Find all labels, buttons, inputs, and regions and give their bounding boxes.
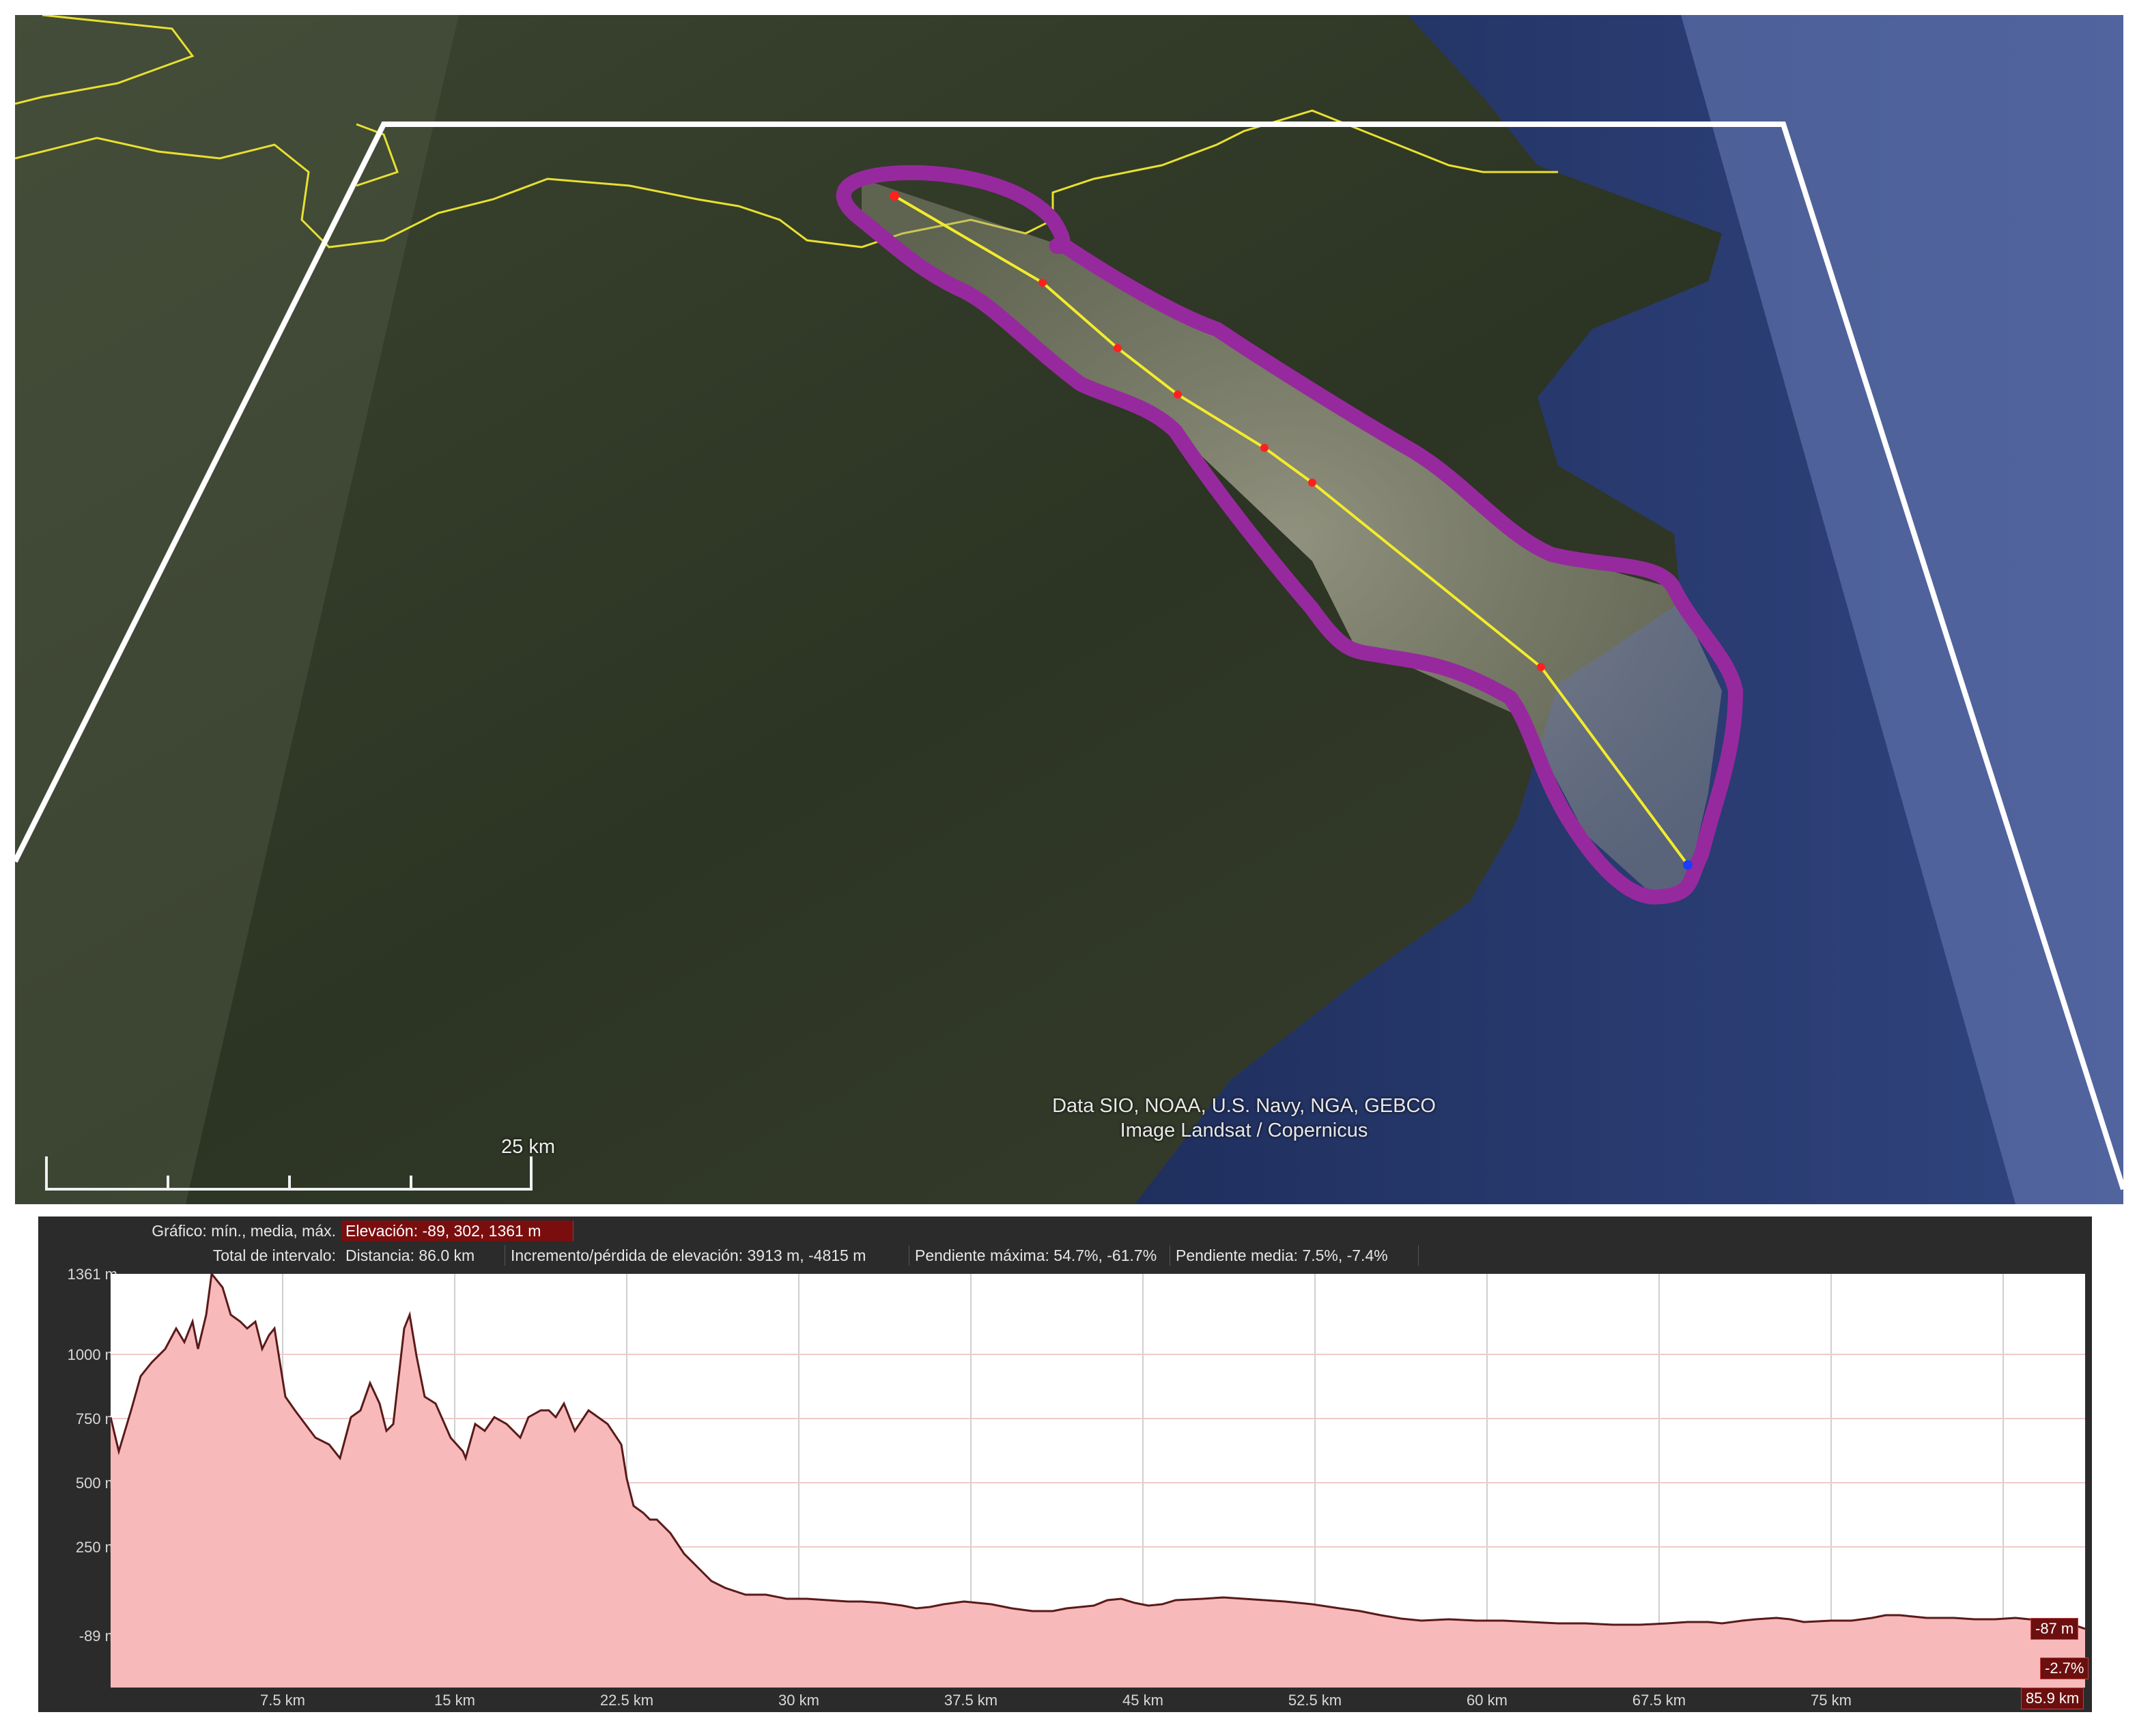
map-attribution: Data SIO, NOAA, U.S. Navy, NGA, GEBCO Im…: [957, 1094, 1531, 1143]
y-axis-label: 1000 m: [67, 1346, 117, 1363]
stats-row-summary: Gráfico: mín., media, máx. Elevación: -8…: [38, 1221, 2092, 1241]
avg-slope-stat[interactable]: Pendiente media: 7.5%, -7.4%: [1172, 1245, 1419, 1266]
elevation-chart[interactable]: [111, 1274, 2085, 1688]
y-axis-label: 250 m: [75, 1539, 117, 1556]
waypoint-marker[interactable]: [1174, 390, 1182, 399]
attribution-data: Data SIO, NOAA, U.S. Navy, NGA, GEBCO: [1052, 1095, 1436, 1117]
path-waypoints: [890, 191, 1693, 870]
border-line: [15, 15, 195, 105]
map-canvas: [15, 15, 2123, 1204]
y-axis-label: 500 m: [75, 1475, 117, 1492]
x-axis-label: 15 km: [434, 1692, 475, 1709]
uncovered-terrain: [15, 15, 459, 1204]
x-axis-label: 37.5 km: [944, 1692, 998, 1709]
y-axis-label: 750 m: [75, 1410, 117, 1427]
valley-highlight: [862, 179, 1722, 896]
waypoint-marker[interactable]: [1537, 663, 1545, 671]
cursor-elevation-badge: -87 m: [2030, 1618, 2079, 1640]
x-axis-label: 60 km: [1467, 1692, 1508, 1709]
interval-label: Total de intervalo:: [212, 1247, 336, 1264]
x-axis-label: 22.5 km: [599, 1692, 654, 1709]
stats-row-interval: Total de intervalo: Distancia: 86.0 km I…: [38, 1245, 2092, 1266]
x-axis-label: 75 km: [1811, 1692, 1852, 1709]
attribution-image: Image Landsat / Copernicus: [1120, 1120, 1368, 1141]
waypoint-marker[interactable]: [890, 191, 899, 201]
waypoint-marker[interactable]: [1114, 344, 1122, 352]
x-axis-label: 45 km: [1122, 1692, 1163, 1709]
cursor-distance-badge: 85.9 km: [2021, 1688, 2084, 1709]
scale-bar: [45, 1156, 533, 1191]
region-outline: [836, 165, 1743, 905]
distance-stat[interactable]: Distancia: 86.0 km: [341, 1245, 505, 1266]
border-line: [15, 109, 1558, 248]
elevation-gain-stat[interactable]: Incremento/pérdida de elevación: 3913 m,…: [507, 1245, 909, 1266]
elevation-area: [111, 1274, 2085, 1688]
overlay-frame: [15, 122, 2123, 1191]
cursor-slope-badge: -2.7%: [2040, 1657, 2089, 1679]
cloud-band: [1681, 15, 2123, 1204]
x-axis-label: 7.5 km: [259, 1692, 306, 1709]
elevation-profile-panel: Gráfico: mín., media, máx. Elevación: -8…: [38, 1216, 2092, 1712]
endpoint-marker[interactable]: [1683, 860, 1693, 870]
profile-path: [893, 195, 1689, 866]
x-axis-label: 52.5 km: [1288, 1692, 1342, 1709]
x-axis-label: 30 km: [778, 1692, 819, 1709]
max-slope-stat[interactable]: Pendiente máxima: 54.7%, -61.7%: [911, 1245, 1170, 1266]
y-axis-label: -89 m: [79, 1627, 117, 1645]
elevation-stat[interactable]: Elevación: -89, 302, 1361 m: [341, 1221, 574, 1241]
scale-label: 25 km: [501, 1136, 555, 1158]
waypoint-marker[interactable]: [1038, 279, 1047, 287]
satellite-map-view[interactable]: 25 km Data SIO, NOAA, U.S. Navy, NGA, GE…: [15, 15, 2123, 1204]
y-axis-label: 1361 m: [67, 1266, 117, 1283]
x-axis-label: 67.5 km: [1632, 1692, 1686, 1709]
waypoint-marker[interactable]: [1308, 479, 1316, 487]
graph-mode-label[interactable]: Gráfico: mín., media, máx.: [152, 1222, 336, 1240]
waypoint-marker[interactable]: [1260, 444, 1269, 452]
elevation-line: [111, 1274, 2085, 1630]
border-line: [356, 123, 399, 187]
